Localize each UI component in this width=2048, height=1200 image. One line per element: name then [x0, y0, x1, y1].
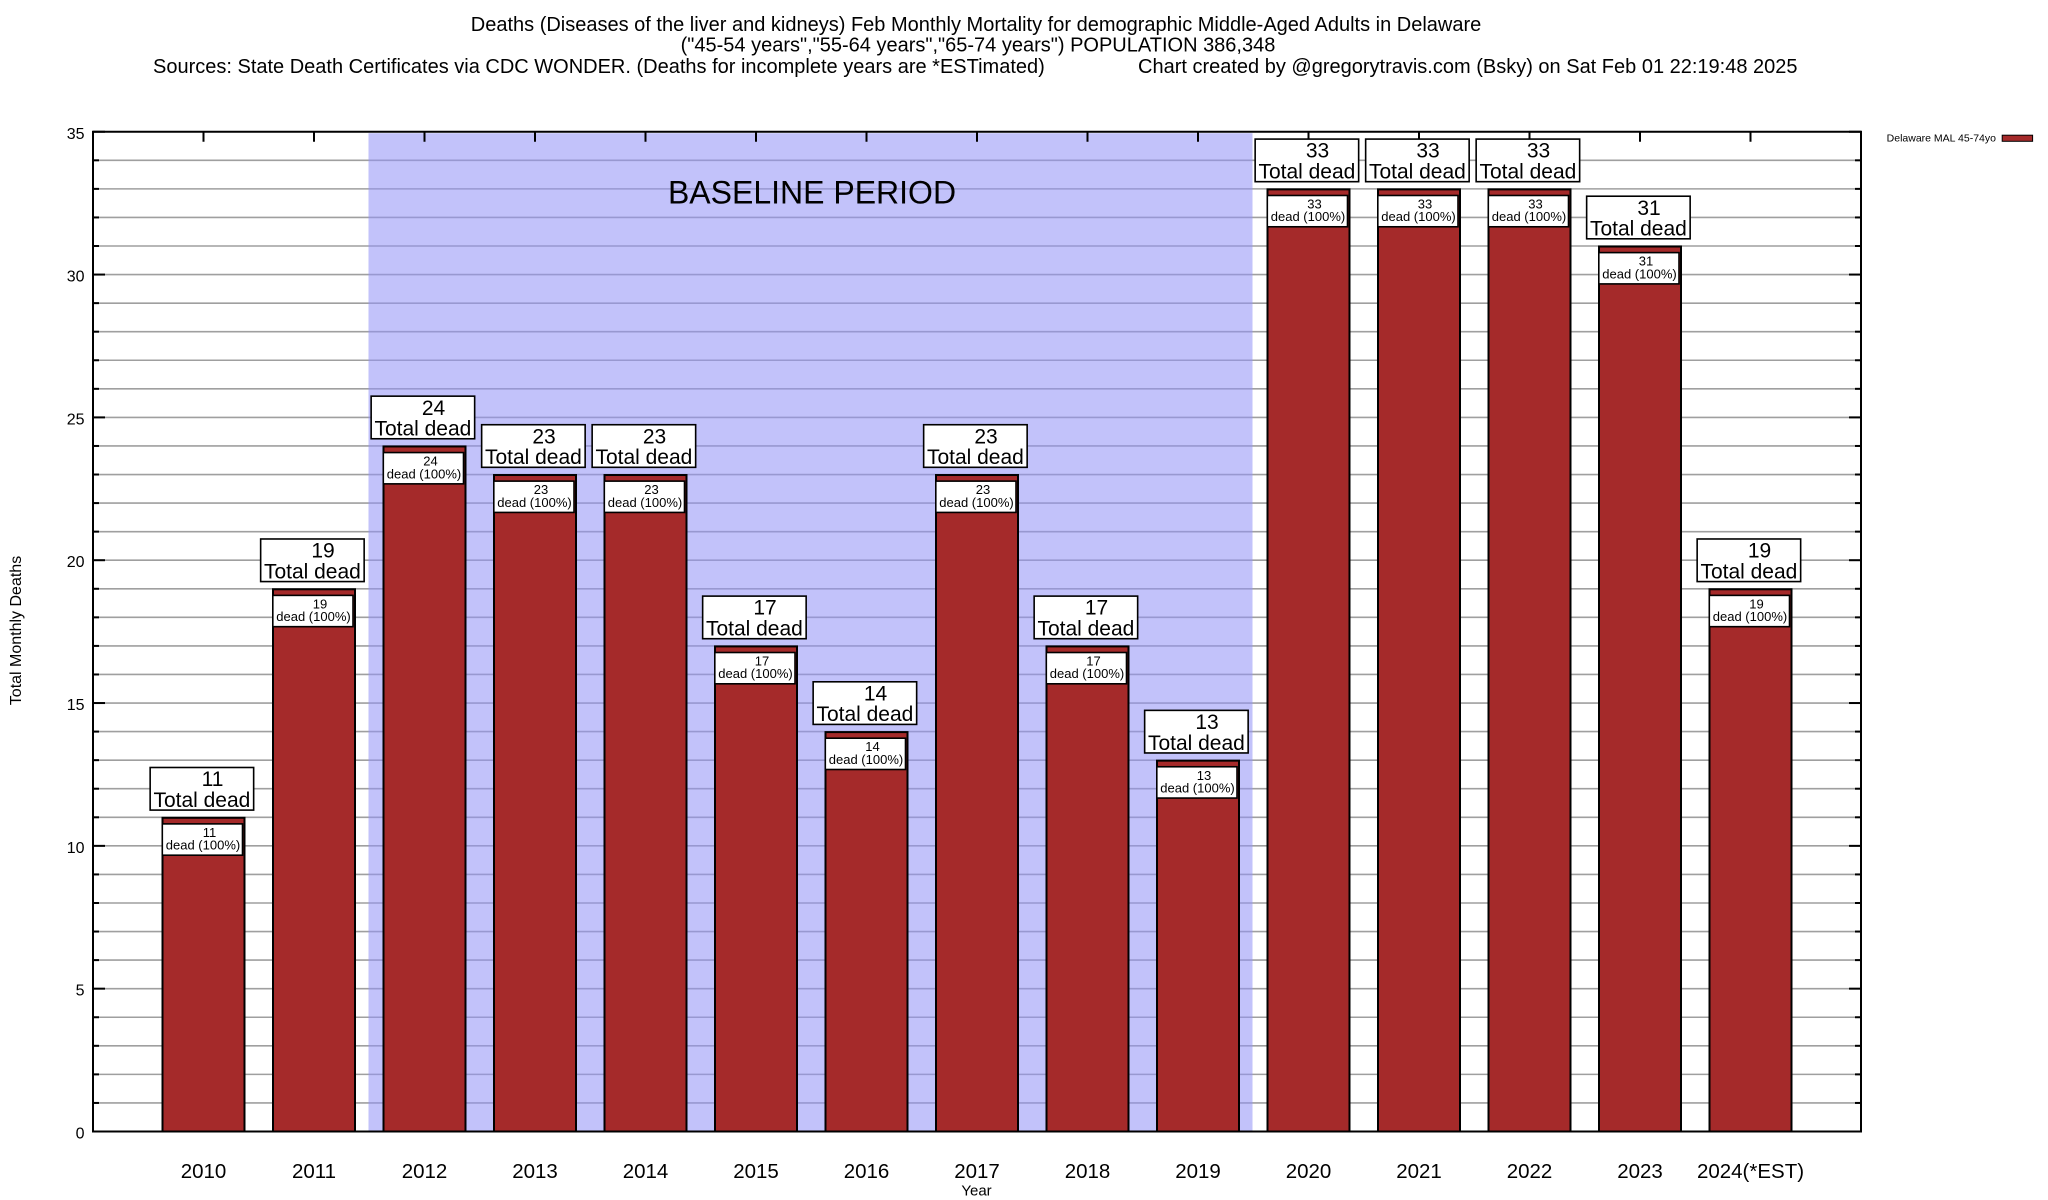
svg-text:13: 13 [1197, 768, 1211, 783]
svg-text:dead (100%): dead (100%) [1381, 209, 1455, 224]
svg-text:Total dead: Total dead [1590, 218, 1687, 241]
svg-text:Total dead: Total dead [927, 446, 1024, 469]
svg-text:23: 23 [534, 482, 548, 497]
svg-text:dead (100%): dead (100%) [939, 495, 1013, 510]
svg-text:17: 17 [1085, 597, 1108, 620]
svg-text:dead (100%): dead (100%) [1160, 780, 1234, 795]
svg-text:Total Monthly Deaths: Total Monthly Deaths [8, 556, 25, 705]
svg-text:Chart created by @gregorytravi: Chart created by @gregorytravis.com (Bsk… [1138, 56, 1798, 78]
svg-text:dead (100%): dead (100%) [608, 495, 682, 510]
svg-text:Total dead: Total dead [485, 446, 582, 469]
svg-text:17: 17 [1086, 654, 1100, 669]
svg-text:10: 10 [67, 840, 85, 857]
svg-text:2022: 2022 [1507, 1160, 1553, 1183]
svg-text:2014: 2014 [623, 1160, 669, 1183]
svg-text:2021: 2021 [1396, 1160, 1442, 1183]
svg-text:Total dead: Total dead [1700, 560, 1797, 583]
svg-text:19: 19 [1748, 540, 1771, 563]
svg-text:dead (100%): dead (100%) [276, 609, 350, 624]
svg-text:15: 15 [67, 697, 85, 714]
svg-text:Total dead: Total dead [1258, 160, 1355, 183]
svg-text:17: 17 [753, 597, 776, 620]
svg-text:13: 13 [1195, 711, 1218, 734]
svg-text:2019: 2019 [1175, 1160, 1221, 1183]
svg-text:dead (100%): dead (100%) [829, 752, 903, 767]
svg-text:33: 33 [1416, 140, 1439, 163]
svg-text:2024(*EST): 2024(*EST) [1697, 1160, 1804, 1183]
svg-text:23: 23 [643, 425, 666, 448]
svg-text:Total dead: Total dead [1148, 732, 1245, 755]
svg-text:23: 23 [532, 425, 555, 448]
svg-text:31: 31 [1637, 197, 1660, 220]
svg-text:dead (100%): dead (100%) [1713, 609, 1787, 624]
svg-text:0: 0 [76, 1126, 85, 1143]
svg-text:14: 14 [864, 682, 888, 705]
svg-text:dead (100%): dead (100%) [166, 838, 240, 853]
svg-text:dead (100%): dead (100%) [1602, 266, 1676, 281]
svg-text:30: 30 [67, 269, 85, 286]
svg-text:BASELINE PERIOD: BASELINE PERIOD [668, 174, 956, 210]
svg-text:Total dead: Total dead [1369, 160, 1466, 183]
svg-text:Total dead: Total dead [264, 560, 361, 583]
svg-text:dead (100%): dead (100%) [718, 666, 792, 681]
svg-text:23: 23 [974, 425, 997, 448]
svg-text:19: 19 [311, 540, 334, 563]
svg-text:2018: 2018 [1065, 1160, 1111, 1183]
svg-text:Year: Year [961, 1183, 991, 1200]
svg-text:Total dead: Total dead [153, 789, 250, 812]
svg-text:Deaths (Diseases of the liver: Deaths (Diseases of the liver and kidney… [471, 14, 1481, 36]
svg-text:33: 33 [1418, 196, 1432, 211]
svg-text:23: 23 [644, 482, 658, 497]
svg-text:dead (100%): dead (100%) [497, 495, 571, 510]
svg-text:Total dead: Total dead [1479, 160, 1576, 183]
svg-text:dead (100%): dead (100%) [1492, 209, 1566, 224]
svg-text:Total dead: Total dead [374, 418, 471, 441]
svg-text:2010: 2010 [181, 1160, 227, 1183]
svg-text:33: 33 [1527, 140, 1550, 163]
svg-text:Sources: State Death Certifica: Sources: State Death Certificates via CD… [153, 56, 1045, 78]
svg-text:2013: 2013 [512, 1160, 558, 1183]
svg-text:20: 20 [67, 554, 85, 571]
svg-text:11: 11 [203, 825, 217, 840]
svg-text:2011: 2011 [292, 1160, 336, 1183]
svg-text:Delaware MAL 45-74yo: Delaware MAL 45-74yo [1887, 133, 1996, 145]
svg-text:19: 19 [313, 596, 327, 611]
svg-text:25: 25 [67, 411, 85, 428]
svg-text:2020: 2020 [1286, 1160, 1332, 1183]
svg-text:33: 33 [1528, 196, 1542, 211]
svg-text:24: 24 [422, 397, 446, 420]
svg-text:("45-54 years","55-64 years",": ("45-54 years","55-64 years","65-74 year… [681, 34, 1276, 56]
svg-text:dead (100%): dead (100%) [1271, 209, 1345, 224]
svg-text:2015: 2015 [733, 1160, 779, 1183]
svg-text:2012: 2012 [402, 1160, 448, 1183]
svg-text:11: 11 [202, 768, 224, 791]
svg-text:2016: 2016 [844, 1160, 890, 1183]
svg-text:14: 14 [865, 739, 879, 754]
svg-text:35: 35 [67, 126, 85, 143]
svg-text:31: 31 [1639, 254, 1653, 269]
svg-text:2017: 2017 [954, 1160, 1000, 1183]
svg-text:33: 33 [1307, 196, 1321, 211]
svg-text:17: 17 [755, 654, 769, 669]
svg-text:33: 33 [1306, 140, 1329, 163]
svg-text:Total dead: Total dead [595, 446, 692, 469]
svg-text:dead (100%): dead (100%) [387, 466, 461, 481]
svg-text:19: 19 [1749, 596, 1763, 611]
svg-text:23: 23 [976, 482, 990, 497]
svg-text:2023: 2023 [1617, 1160, 1663, 1183]
svg-text:Total dead: Total dead [1037, 618, 1134, 641]
svg-text:5: 5 [76, 983, 85, 1000]
svg-text:24: 24 [423, 454, 437, 469]
svg-text:dead (100%): dead (100%) [1050, 666, 1124, 681]
svg-text:Total dead: Total dead [816, 703, 913, 726]
svg-text:Total dead: Total dead [706, 618, 803, 641]
